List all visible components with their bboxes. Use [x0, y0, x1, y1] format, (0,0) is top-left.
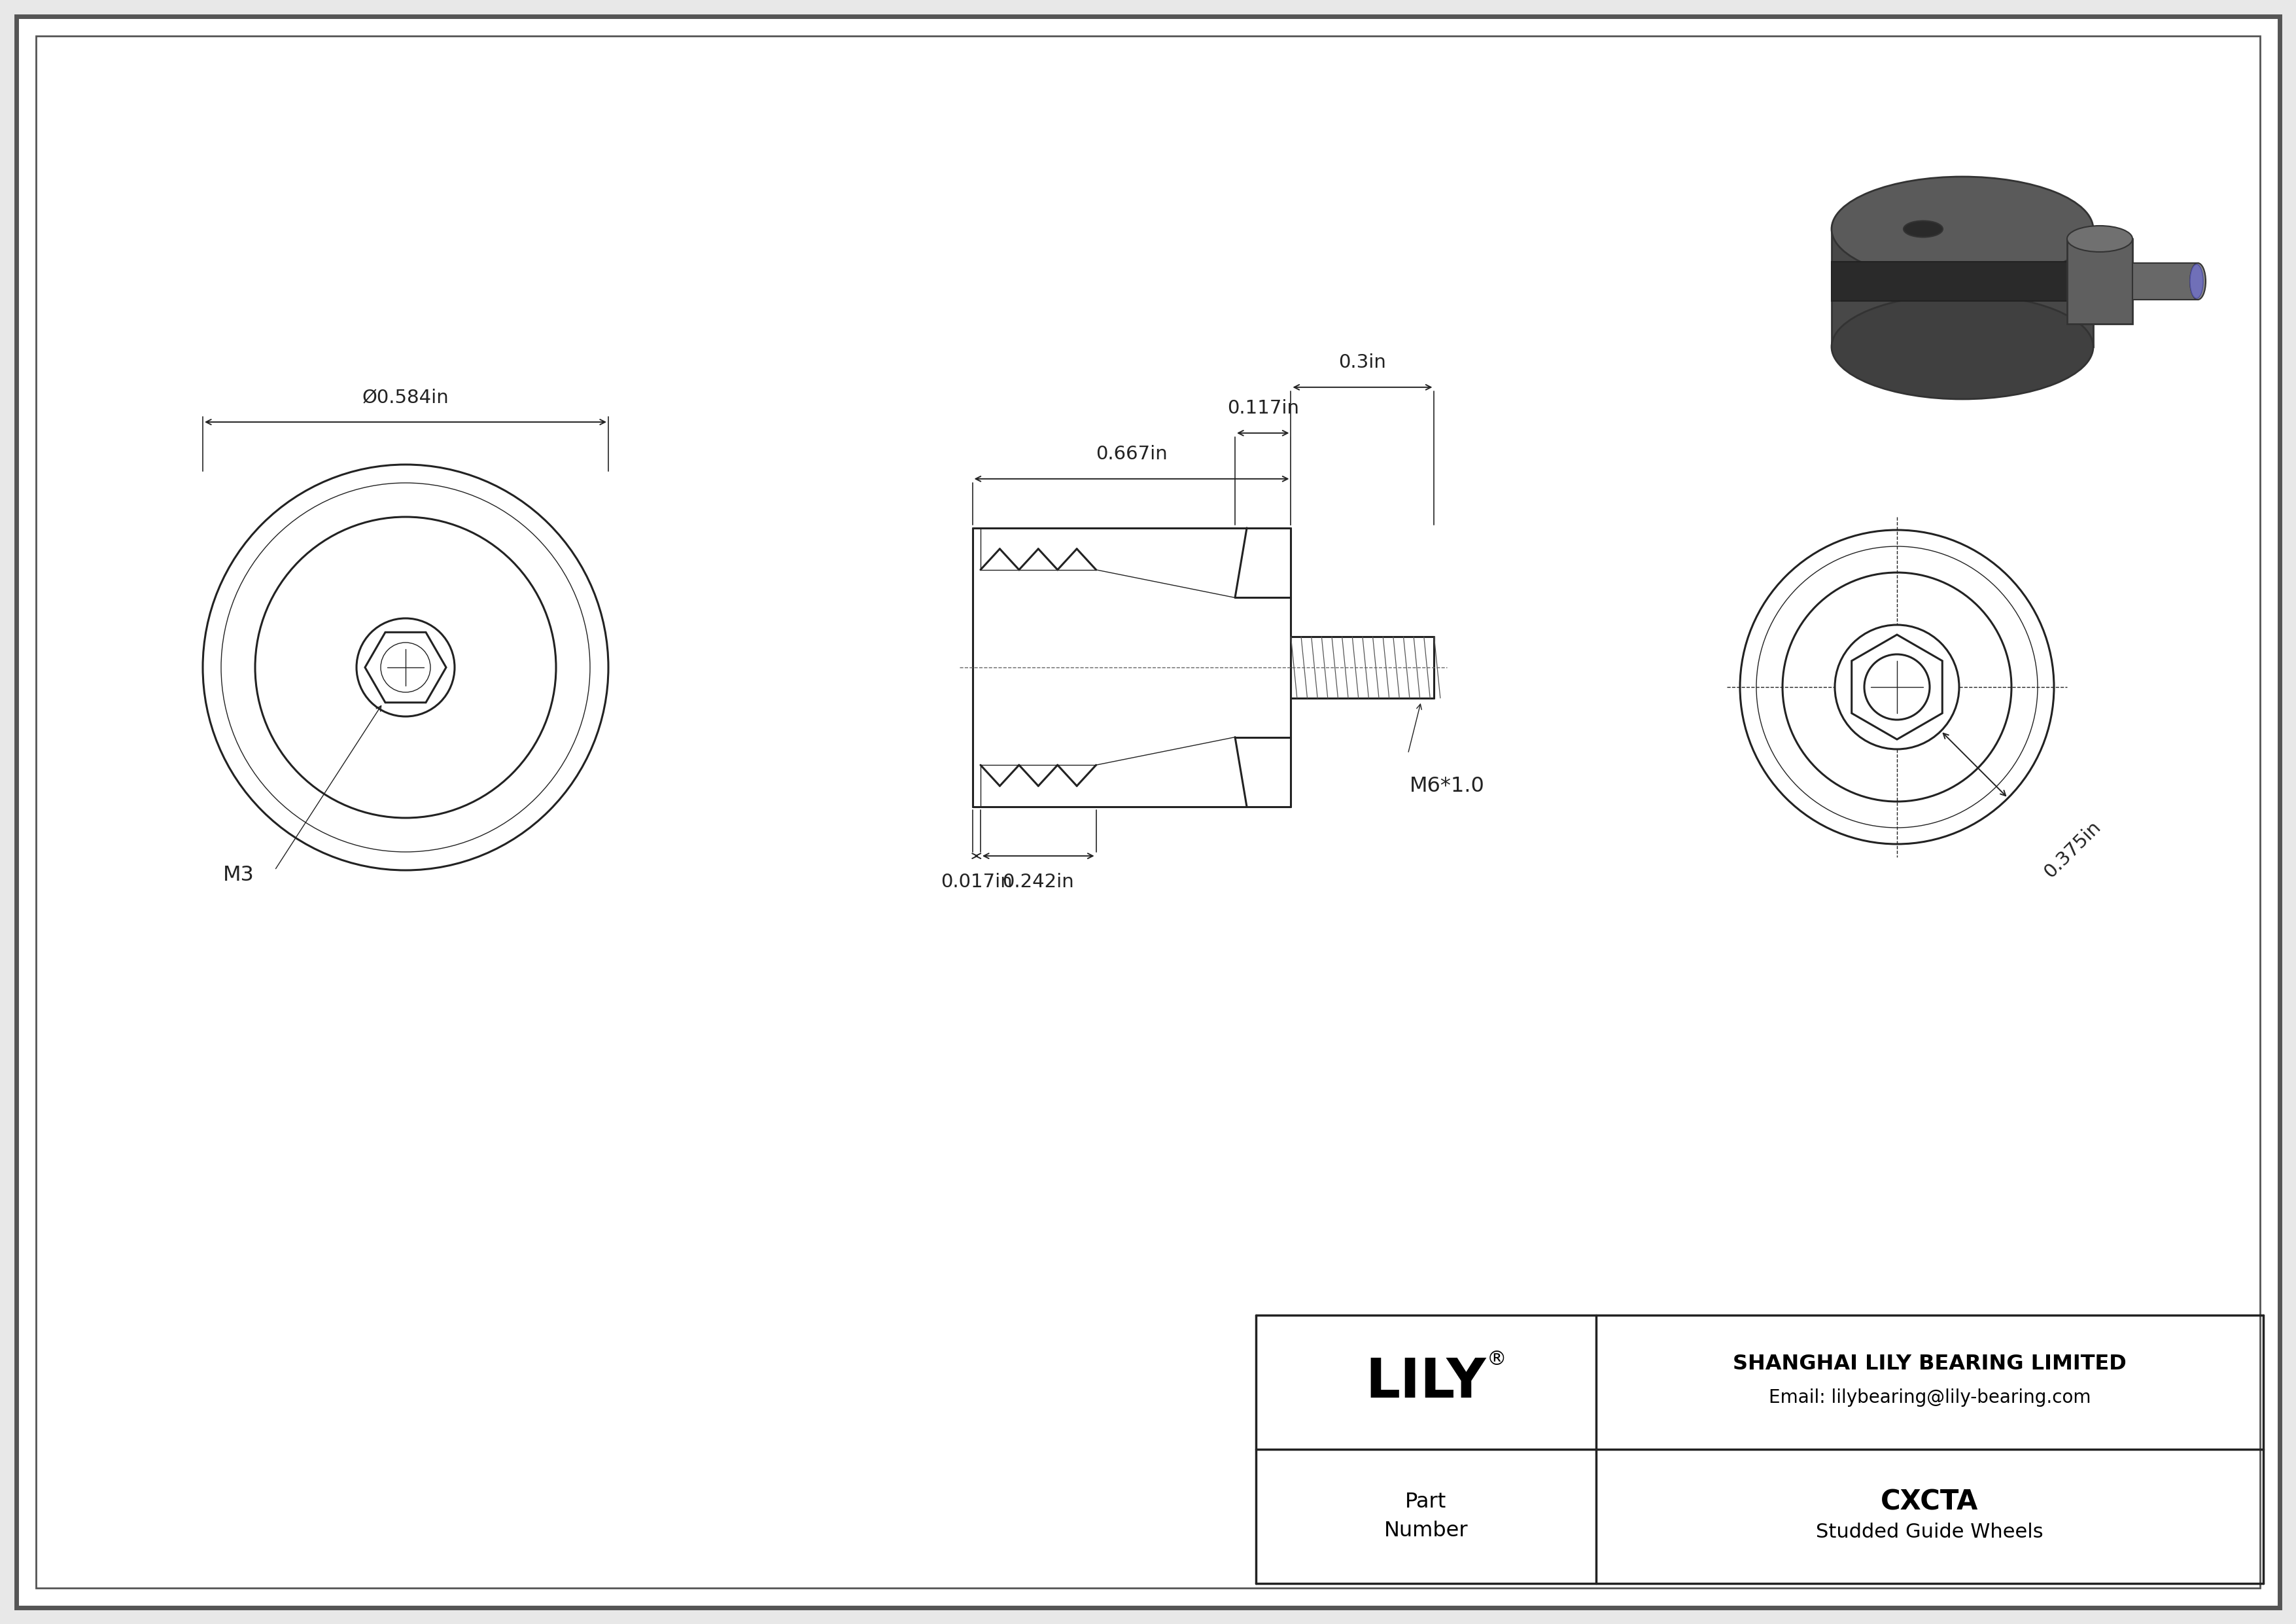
Text: LILY: LILY — [1366, 1356, 1486, 1408]
Text: Email: lilybearing@lily-bearing.com: Email: lilybearing@lily-bearing.com — [1768, 1389, 2092, 1406]
Text: CXCTA: CXCTA — [1880, 1488, 1979, 1515]
Text: M6*1.0: M6*1.0 — [1410, 776, 1486, 796]
Ellipse shape — [2190, 263, 2206, 300]
Text: Studded Guide Wheels: Studded Guide Wheels — [1816, 1523, 2043, 1541]
Text: ®: ® — [1488, 1350, 1506, 1369]
Text: SHANGHAI LILY BEARING LIMITED: SHANGHAI LILY BEARING LIMITED — [1733, 1354, 2126, 1374]
Text: Part: Part — [1405, 1492, 1446, 1512]
Text: M3: M3 — [223, 866, 255, 885]
Ellipse shape — [2066, 226, 2133, 252]
Text: Ø0.584in: Ø0.584in — [363, 388, 450, 406]
Ellipse shape — [1832, 294, 2094, 400]
Text: 0.667in: 0.667in — [1095, 445, 1169, 463]
Text: 0.017in: 0.017in — [941, 874, 1013, 892]
Text: 0.117in: 0.117in — [1226, 400, 1300, 417]
Ellipse shape — [1903, 221, 1942, 237]
Bar — [2066, 239, 2133, 323]
Ellipse shape — [2190, 265, 2204, 299]
Text: 0.375in: 0.375in — [2041, 818, 2105, 882]
Text: Number: Number — [1384, 1520, 1467, 1541]
Text: 0.3in: 0.3in — [1339, 354, 1387, 372]
Bar — [2133, 263, 2197, 300]
Text: 0.242in: 0.242in — [1003, 874, 1075, 892]
Bar — [1832, 229, 2094, 348]
Ellipse shape — [1832, 177, 2094, 281]
Bar — [1832, 261, 2094, 300]
